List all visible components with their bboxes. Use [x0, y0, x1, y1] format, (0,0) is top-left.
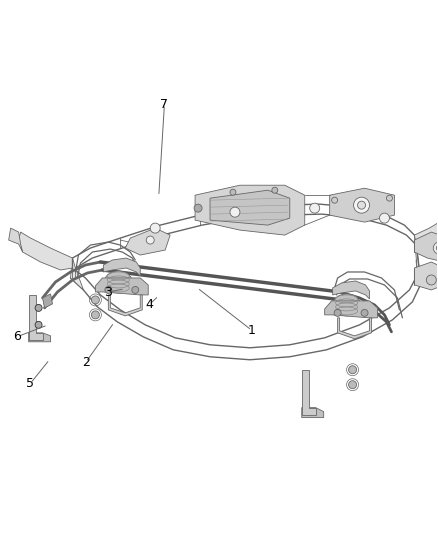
Polygon shape	[338, 318, 371, 339]
Ellipse shape	[332, 294, 360, 316]
Polygon shape	[325, 301, 378, 318]
Ellipse shape	[104, 271, 132, 293]
Polygon shape	[19, 232, 72, 270]
Text: 5: 5	[26, 377, 35, 390]
Circle shape	[386, 195, 392, 201]
Circle shape	[272, 187, 278, 193]
Circle shape	[436, 245, 438, 251]
Text: 1: 1	[248, 324, 256, 337]
Text: 7: 7	[160, 98, 169, 111]
Circle shape	[230, 207, 240, 217]
Circle shape	[35, 321, 42, 328]
Polygon shape	[95, 278, 148, 295]
Polygon shape	[414, 262, 438, 290]
Circle shape	[357, 201, 366, 209]
Circle shape	[146, 236, 154, 244]
Polygon shape	[28, 333, 50, 342]
Polygon shape	[414, 232, 438, 262]
Circle shape	[132, 286, 139, 294]
Polygon shape	[125, 228, 170, 255]
Circle shape	[35, 304, 42, 311]
Circle shape	[105, 286, 112, 294]
Text: 3: 3	[104, 286, 112, 298]
Circle shape	[310, 203, 320, 213]
Polygon shape	[332, 281, 370, 299]
Circle shape	[353, 197, 370, 213]
Circle shape	[379, 213, 389, 223]
Circle shape	[92, 296, 99, 304]
Polygon shape	[9, 228, 23, 252]
Polygon shape	[414, 235, 420, 285]
Text: 2: 2	[82, 356, 90, 369]
Circle shape	[150, 223, 160, 233]
Polygon shape	[103, 258, 140, 276]
Circle shape	[332, 197, 338, 203]
Circle shape	[230, 189, 236, 195]
Polygon shape	[414, 218, 438, 248]
Circle shape	[194, 204, 202, 212]
Circle shape	[433, 242, 438, 254]
Polygon shape	[71, 258, 83, 290]
Polygon shape	[210, 190, 290, 225]
Polygon shape	[42, 294, 53, 308]
Circle shape	[349, 381, 357, 389]
Polygon shape	[302, 370, 316, 415]
Circle shape	[361, 309, 368, 317]
Circle shape	[349, 366, 357, 374]
Circle shape	[92, 311, 99, 319]
Polygon shape	[108, 295, 142, 316]
Text: 6: 6	[13, 330, 21, 343]
Text: 4: 4	[145, 298, 153, 311]
Polygon shape	[28, 295, 42, 340]
Circle shape	[426, 275, 436, 285]
Polygon shape	[330, 188, 395, 222]
Circle shape	[334, 309, 341, 317]
Polygon shape	[195, 185, 305, 235]
Polygon shape	[302, 408, 324, 417]
